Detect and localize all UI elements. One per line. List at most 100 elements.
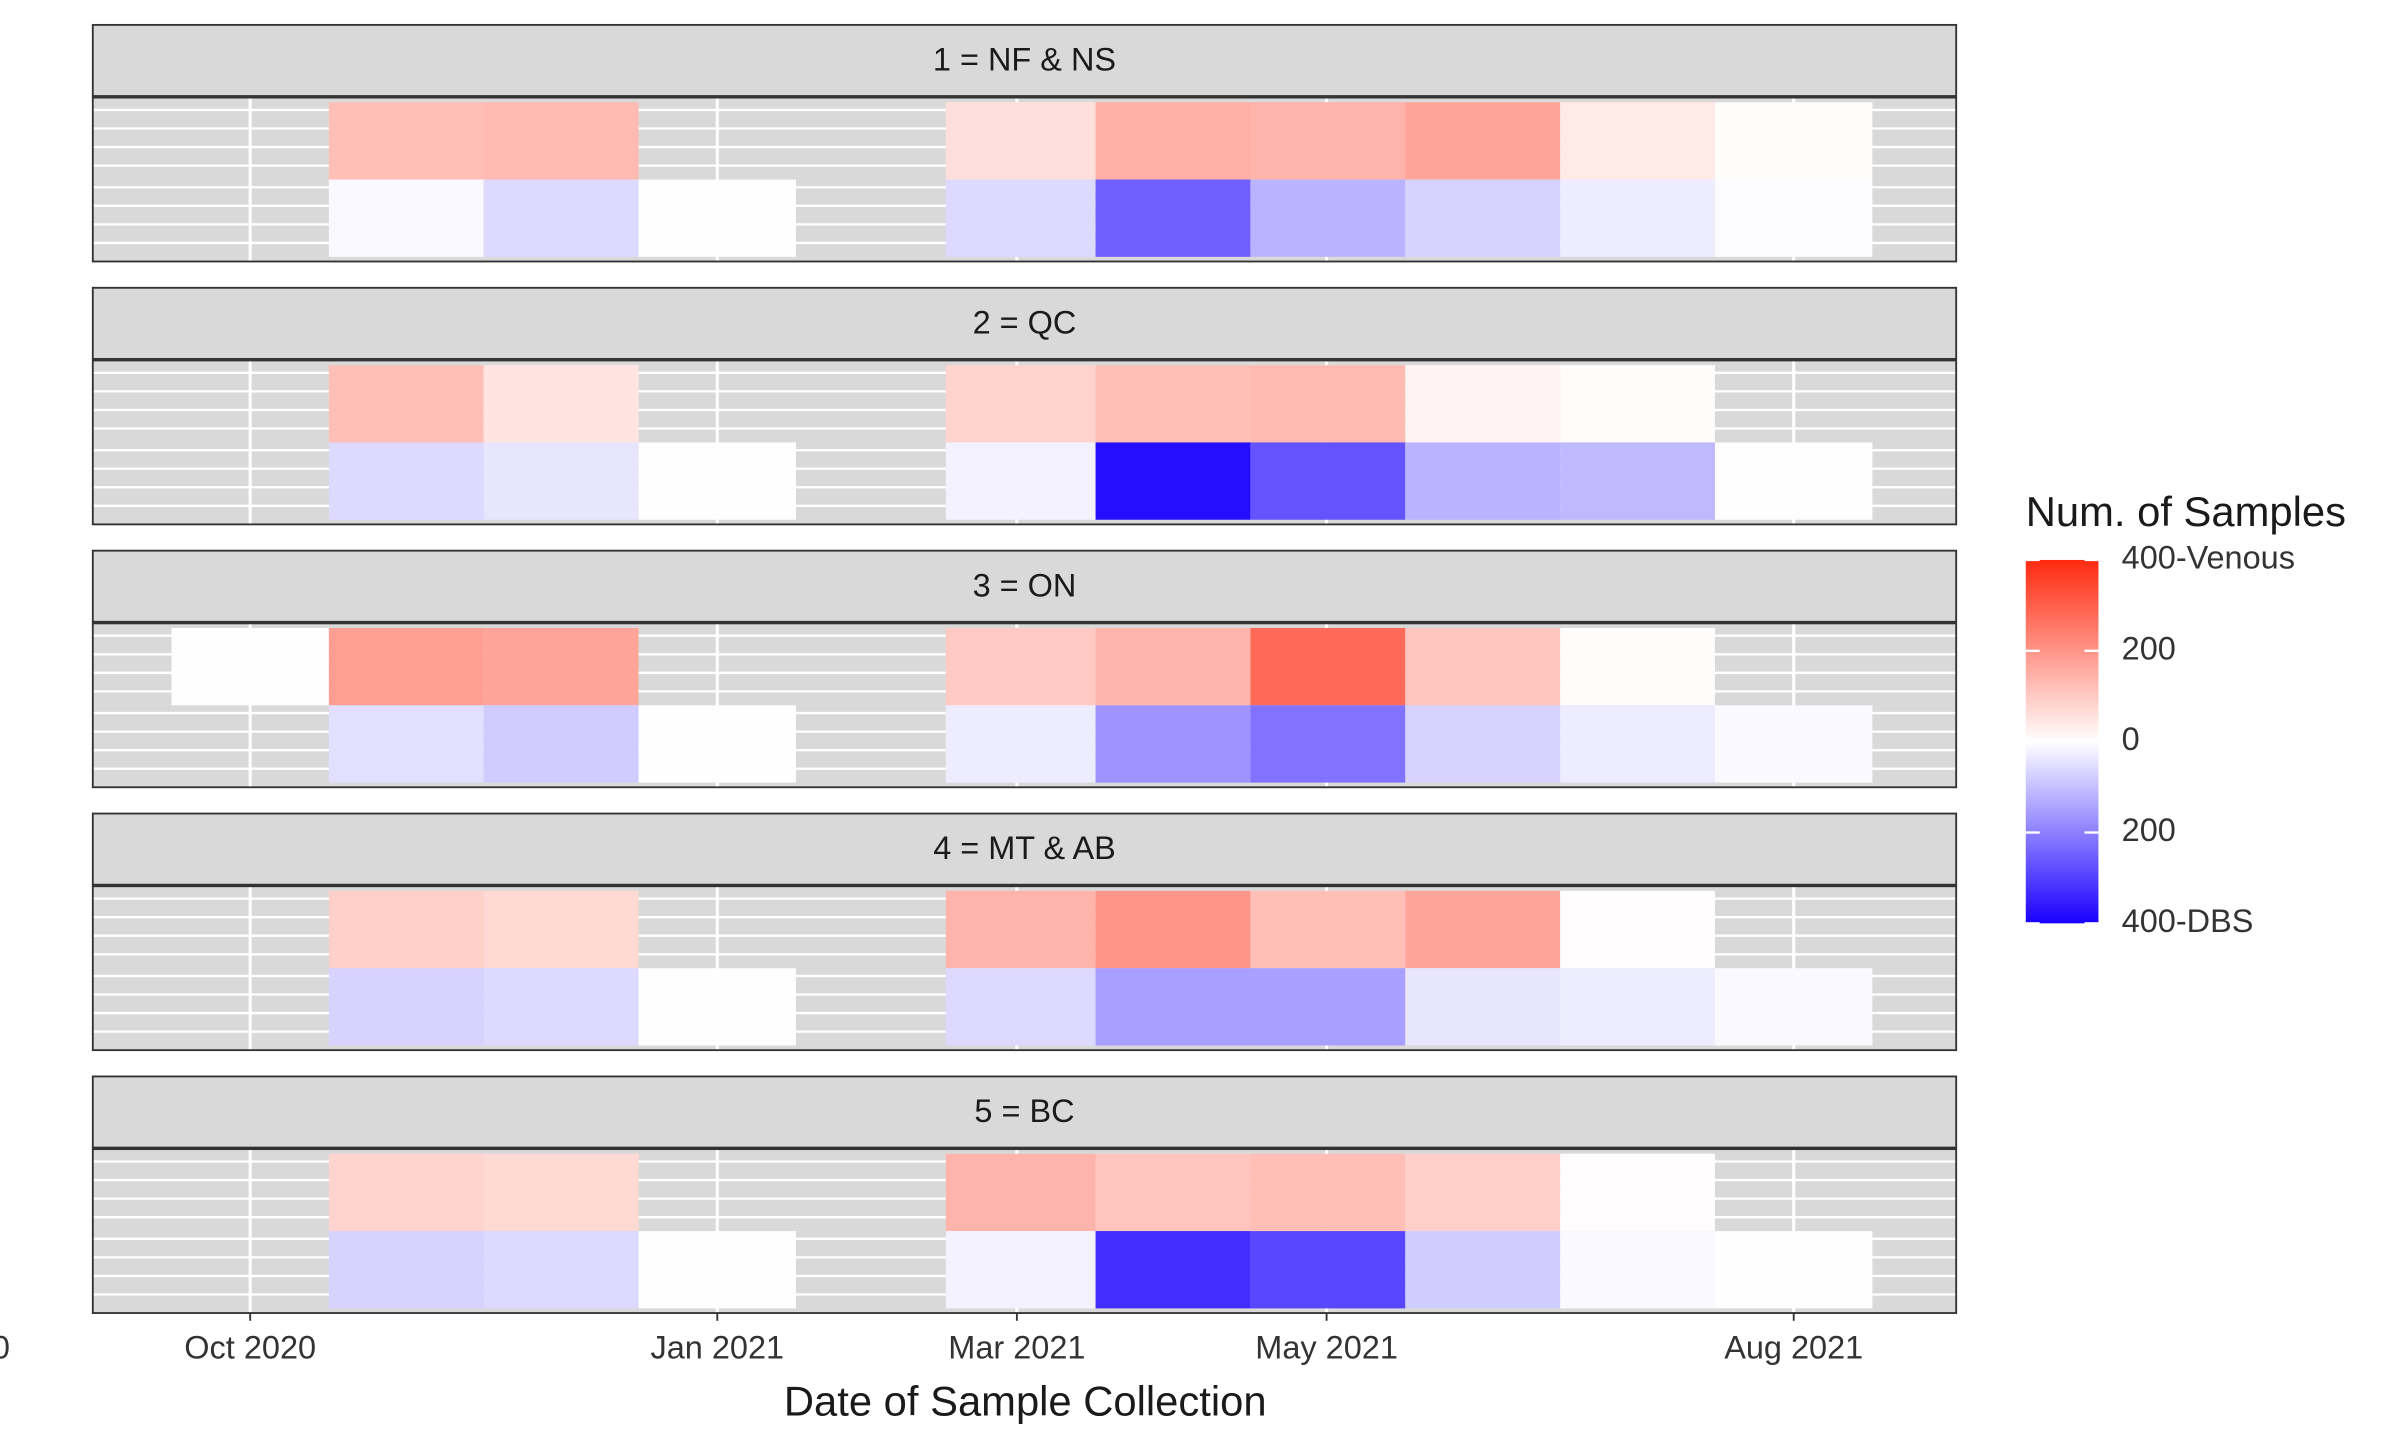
x-tick-label: Jan 2021 xyxy=(650,1330,784,1366)
strip xyxy=(91,1075,1958,1149)
x-tick-label: May 2021 xyxy=(1255,1330,1398,1366)
tile xyxy=(1560,442,1716,520)
tile xyxy=(483,102,639,180)
tile xyxy=(1715,1231,1873,1309)
panel-border xyxy=(91,1148,1958,1314)
strip xyxy=(91,812,1958,886)
tile xyxy=(1405,890,1561,969)
strip-label: 4 = MT & AB xyxy=(933,830,1116,866)
tile xyxy=(483,968,639,1046)
x-tick-label: Oct 2020 xyxy=(184,1330,316,1366)
tile xyxy=(1405,1231,1561,1309)
x-tick-label: Aug 2021 xyxy=(1724,1330,1863,1366)
tile xyxy=(1250,179,1406,257)
tile xyxy=(1250,365,1406,443)
tile xyxy=(483,890,639,969)
tile xyxy=(1405,968,1561,1046)
tile xyxy=(1095,442,1251,520)
strip xyxy=(91,549,1958,623)
tile xyxy=(1560,705,1716,783)
x-tick-label: Mar 2021 xyxy=(948,1330,1085,1366)
tile xyxy=(1250,1153,1406,1232)
x-tick-label: Aug 2020 xyxy=(0,1330,10,1366)
tile xyxy=(1095,890,1251,969)
tile xyxy=(638,705,797,783)
tile xyxy=(1560,627,1716,706)
tile xyxy=(1405,442,1561,520)
tile xyxy=(945,968,1096,1046)
tile xyxy=(328,627,484,706)
tile xyxy=(1095,627,1251,706)
tile xyxy=(1250,627,1406,706)
tile xyxy=(638,179,797,257)
tile xyxy=(945,627,1096,706)
tile xyxy=(1560,1153,1716,1232)
strip xyxy=(91,23,1958,97)
tile xyxy=(1250,890,1406,969)
tile xyxy=(1095,968,1251,1046)
tile xyxy=(1715,102,1873,180)
tile xyxy=(483,627,639,706)
tile xyxy=(1405,102,1561,180)
tile xyxy=(1095,365,1251,443)
tile xyxy=(1250,102,1406,180)
tile xyxy=(483,1231,639,1309)
tile xyxy=(1405,1153,1561,1232)
tile xyxy=(1560,179,1716,257)
strip-label: 5 = BC xyxy=(974,1093,1074,1129)
tile xyxy=(1715,179,1873,257)
legend-title: Num. of Samples xyxy=(2026,488,2346,535)
tile xyxy=(1405,627,1561,706)
tile xyxy=(328,365,484,443)
colorbar-label: 0 xyxy=(2122,721,2140,757)
tile xyxy=(945,890,1096,969)
tile xyxy=(1405,365,1561,443)
colorbar-label: 200 xyxy=(2122,812,2176,848)
tile xyxy=(1095,102,1251,180)
strip-label: 2 = QC xyxy=(973,304,1077,340)
colorbar-label: 400-Venous xyxy=(2122,540,2295,576)
colorbar-label: 200 xyxy=(2122,630,2176,666)
tile xyxy=(483,179,639,257)
tile xyxy=(328,442,484,520)
tile xyxy=(1715,442,1873,520)
tile xyxy=(483,365,639,443)
tile xyxy=(1560,365,1716,443)
tile xyxy=(1095,705,1251,783)
tile xyxy=(638,968,797,1046)
tile xyxy=(945,1153,1096,1232)
tile xyxy=(1560,968,1716,1046)
tile xyxy=(328,968,484,1046)
tile xyxy=(483,705,639,783)
panel-border xyxy=(91,622,1958,789)
tile xyxy=(945,442,1096,520)
tile xyxy=(171,627,329,706)
tile xyxy=(328,705,484,783)
strip-label: 1 = NF & NS xyxy=(933,42,1116,78)
tile xyxy=(1095,1231,1251,1309)
tile xyxy=(945,102,1096,180)
tile xyxy=(1715,968,1873,1046)
tile xyxy=(945,1231,1096,1309)
strip xyxy=(91,286,1958,360)
tile xyxy=(1250,1231,1406,1309)
tile xyxy=(1405,179,1561,257)
tile xyxy=(328,102,484,180)
panel-border xyxy=(91,96,1958,263)
tile xyxy=(945,179,1096,257)
tile xyxy=(945,365,1096,443)
tile xyxy=(1250,705,1406,783)
x-axis-title: Date of Sample Collection xyxy=(784,1377,1267,1424)
tile xyxy=(328,890,484,969)
colorbar-label: 400-DBS xyxy=(2122,903,2254,939)
tile xyxy=(1095,179,1251,257)
tile xyxy=(1560,102,1716,180)
tile xyxy=(328,1231,484,1309)
tile xyxy=(638,1231,797,1309)
panel-border xyxy=(91,885,1958,1052)
tile xyxy=(328,179,484,257)
tile xyxy=(1560,1231,1716,1309)
tile xyxy=(1715,705,1873,783)
